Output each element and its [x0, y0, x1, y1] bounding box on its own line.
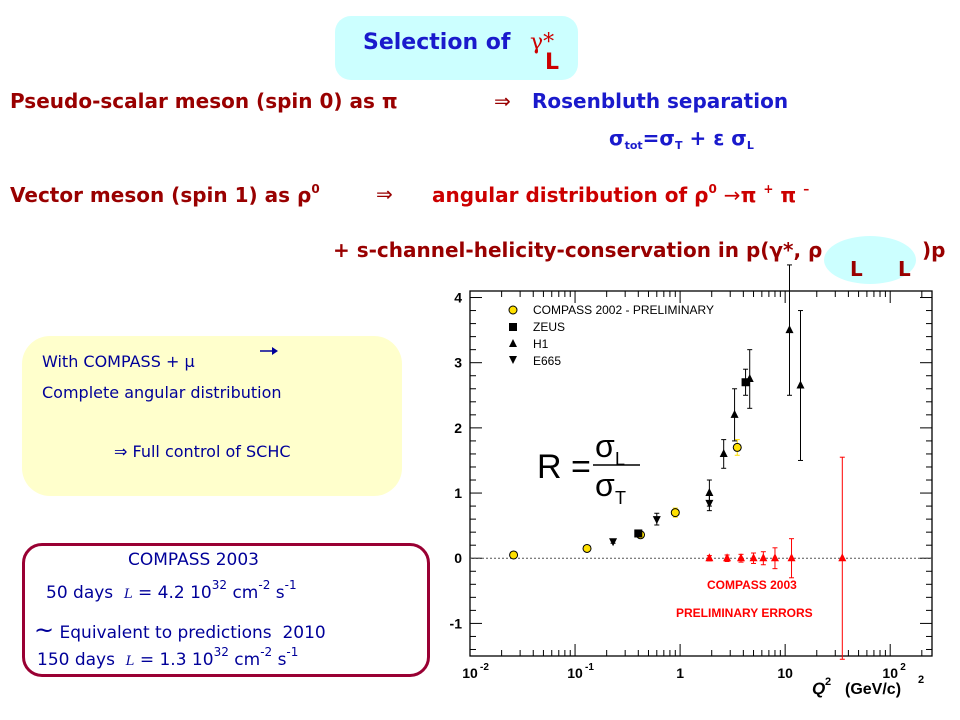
zeus-point — [741, 378, 750, 387]
chart-legend: COMPASS 2002 - PRELIMINARY ZEUS H1 E665 — [508, 303, 714, 368]
y-tick-label: 0 — [454, 550, 462, 566]
legend-label-compass-2002: COMPASS 2002 - PRELIMINARY — [533, 303, 714, 317]
h1-point — [730, 409, 739, 418]
schc-text: + s-channel-helicity-conservation in p(γ… — [333, 238, 823, 262]
h1-point — [796, 380, 805, 389]
formula-numerator-sigma: σ — [595, 428, 615, 464]
formula-denominator-sub: T — [615, 488, 626, 508]
compass-row-50-days: 50 days L = 4.2 1032 cm-2 s-1 — [46, 578, 297, 603]
legend-label-e665: E665 — [533, 354, 561, 368]
compass-2003-preliminary-point — [705, 553, 714, 562]
info-line-1: With COMPASS + μ — [42, 352, 195, 371]
annotation-compass-2003: COMPASS 2003 — [707, 578, 797, 592]
sigma-total-formula: σtot=σT + ε σL — [609, 126, 754, 152]
h1-point — [745, 373, 754, 382]
implies-arrow-1: ⇒ — [494, 89, 511, 113]
x-tick-label-exponent: -2 — [480, 662, 489, 673]
svg-text:(GeV/c): (GeV/c) — [845, 681, 901, 698]
e665-point — [609, 538, 618, 547]
legend-marker-zeus — [509, 323, 517, 331]
compass-2002-point — [509, 550, 519, 560]
compass-2003-preliminary-point — [770, 553, 779, 562]
compass-2002-point — [582, 543, 592, 553]
title-gamma: γ* — [530, 30, 555, 55]
vector-meson-text: Vector meson (spin 1) as ρ0 — [10, 182, 320, 207]
angular-distribution-text: angular distribution of ρ0 →π + π – — [432, 182, 810, 207]
helicity-highlight — [824, 236, 916, 284]
schc-subscript-L2: L — [898, 257, 911, 281]
e665-point — [652, 516, 661, 525]
chart-frame — [469, 290, 933, 657]
h1-point — [719, 448, 728, 457]
svg-text:Q: Q — [812, 679, 825, 698]
compass-row-150-days: 150 days L = 1.3 1032 cm-2 s-1 — [37, 645, 299, 670]
x-tick-label: 10 — [567, 665, 583, 681]
formula-numerator-sub: L — [615, 449, 625, 469]
compass-2002-point — [670, 508, 680, 518]
schc-subscript-L1: L — [850, 257, 863, 281]
compass-2003-preliminary-point — [723, 553, 732, 562]
rosenbluth-text: Rosenbluth separation — [532, 89, 789, 113]
zeus-point — [634, 529, 643, 538]
x-tick-label: 10 — [462, 665, 478, 681]
x-tick-label-exponent: 2 — [900, 662, 906, 673]
y-tick-label: 1 — [454, 485, 462, 501]
title-bubble — [335, 16, 578, 80]
compass-2003-preliminary-point — [838, 553, 847, 562]
title-subscript-L: L — [545, 50, 560, 75]
x-axis-title: Q 2 (GeV/c) 2 — [812, 674, 924, 698]
pseudo-scalar-text: Pseudo-scalar meson (spin 0) as π — [10, 89, 398, 113]
info-line-3: ⇒ Full control of SCHC — [114, 442, 291, 461]
y-tick-label: 2 — [454, 420, 462, 436]
compass-2003-preliminary-point — [737, 553, 746, 562]
h1-point — [705, 488, 714, 497]
info-box — [22, 336, 402, 496]
x-tick-label: 10 — [777, 665, 793, 681]
compass-2003-preliminary-point — [749, 553, 758, 562]
implies-arrow-2: ⇒ — [376, 182, 393, 206]
legend-marker-h1 — [509, 339, 517, 347]
y-tick-label: 4 — [454, 290, 462, 306]
compass-2003-preliminary-point — [759, 553, 768, 562]
compass-2003-preliminary-point — [787, 553, 796, 562]
x-tick-label-exponent: -1 — [585, 662, 594, 673]
x-tick-label: 10 — [882, 665, 898, 681]
svg-text:2: 2 — [825, 676, 831, 688]
e665-point — [705, 499, 714, 508]
compass-2003-box — [22, 543, 430, 677]
h1-point — [785, 325, 794, 334]
svg-text:2: 2 — [918, 674, 924, 686]
legend-label-zeus: ZEUS — [533, 320, 565, 334]
compass-equivalent-row: ~ Equivalent to predictions 2010 — [34, 616, 326, 644]
slide-title: Selection of — [363, 30, 511, 55]
legend-marker-compass-2002 — [508, 305, 518, 315]
info-line-2: Complete angular distribution — [42, 383, 282, 402]
y-tick-label: -1 — [450, 615, 463, 631]
compass-box-title: COMPASS 2003 — [128, 550, 259, 570]
annotation-preliminary-errors: PRELIMINARY ERRORS — [676, 606, 813, 620]
legend-label-h1: H1 — [533, 337, 549, 351]
y-tick-label: 3 — [454, 355, 462, 371]
vector-arrow-icon — [260, 347, 278, 355]
formula-lhs: R = — [537, 448, 591, 486]
formula-denominator-sigma: σ — [595, 467, 615, 503]
schc-end-text: )p — [922, 238, 946, 262]
compass-2002-point — [732, 442, 742, 452]
legend-marker-e665 — [509, 356, 517, 364]
x-tick-label: 1 — [676, 665, 684, 681]
r-formula: R = σ L σ T — [537, 428, 640, 508]
